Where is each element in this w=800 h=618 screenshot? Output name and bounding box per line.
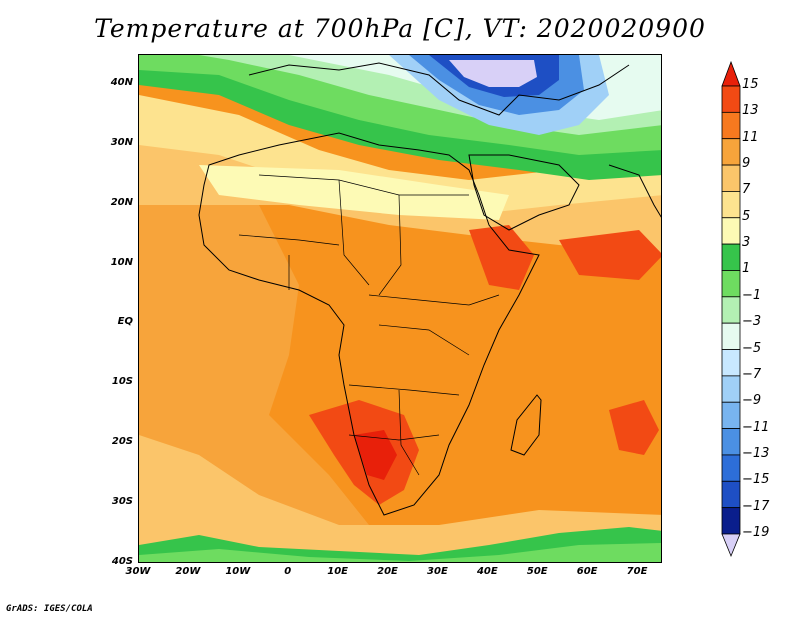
colorbar-level-label: 9 [742, 156, 751, 172]
lat-tick-label: 10S [111, 376, 133, 388]
map-title: Temperature at 700hPa [C], VT: 202002090… [94, 14, 706, 43]
field-sahara-yellow [199, 165, 509, 220]
colorbar-box [721, 375, 741, 403]
colorbar-level-label: −3 [742, 314, 762, 330]
arabia-coastline [468, 154, 580, 231]
lon-tick-label: 10W [225, 566, 251, 577]
border-line [258, 174, 469, 196]
colorbar-box [721, 401, 741, 429]
border-line [368, 294, 500, 306]
country-borders [238, 174, 500, 476]
field-hot-ethiopia [469, 225, 534, 290]
colorbar-level-label: 5 [742, 208, 751, 224]
lon-tick-label: 20E [377, 566, 398, 577]
lon-tick-label: 50E [526, 566, 548, 577]
field-atlantic-light [139, 155, 661, 562]
lat-tick-label: EQ [117, 316, 133, 328]
colorbar-box [721, 217, 741, 245]
colorbar-box [721, 480, 741, 509]
colorbar-level-label: 13 [742, 103, 759, 119]
colorbar-box [721, 191, 741, 219]
coastlines [198, 62, 661, 516]
colorbar-bottom-triangle [721, 533, 741, 558]
colorbar-box [721, 138, 741, 166]
colorbar-level-label: −19 [742, 525, 770, 540]
colorbar-level-label: −9 [742, 393, 762, 409]
colorbar-level-label: −1 [742, 287, 762, 303]
lon-tick-label: 70E [626, 566, 648, 577]
colorbar-level-label: 11 [742, 129, 759, 145]
colorbar-box [721, 507, 741, 535]
field-cold-core [449, 60, 537, 87]
lat-tick-label: 10N [110, 256, 133, 268]
lon-tick-label: 60E [576, 566, 598, 577]
colorbar-level-label: −17 [742, 498, 770, 514]
lat-tick-label: 40N [110, 76, 133, 88]
lat-tick-label: 30N [110, 136, 133, 148]
lat-tick-label: 40S [111, 556, 133, 567]
border-line [348, 434, 440, 441]
colorbar-level-label: 1 [742, 261, 751, 277]
map-plot-area [138, 54, 662, 563]
lon-tick-label: 20W [175, 566, 201, 577]
border-line [378, 324, 470, 356]
colorbar-level-label: −13 [742, 445, 770, 461]
madagascar-coastline [510, 394, 542, 456]
lon-tick-label: 0 [284, 566, 292, 577]
colorbar-level-label: −5 [742, 340, 762, 356]
colorbar-top-triangle [721, 60, 741, 87]
europe-coastline [248, 62, 630, 116]
colorbar-level-label: −11 [742, 419, 770, 435]
field-south-lightgreen [139, 543, 661, 562]
lat-tick-label: 20S [111, 436, 133, 448]
border-line [338, 179, 370, 286]
colorbar-level-label: 3 [742, 235, 751, 251]
colorbar-box [721, 243, 741, 271]
india-coastline [608, 164, 661, 218]
credit-text: GrADS: IGES/COLA [6, 604, 93, 614]
field-hot-arabian-sea [559, 230, 661, 280]
colorbar-box [721, 85, 741, 113]
lon-tick-label: 30E [427, 566, 448, 577]
colorbar-level-label: 15 [742, 77, 759, 92]
border-line [398, 389, 420, 476]
field-hot-core [354, 430, 397, 480]
colorbar-level-label: −15 [742, 472, 770, 488]
border-line [348, 384, 460, 396]
africa-coastline [198, 132, 540, 516]
lon-tick-label: 10E [327, 566, 348, 577]
colorbar-box [721, 428, 741, 456]
colorbar-box [721, 322, 741, 350]
lat-tick-label: 30S [111, 496, 133, 508]
field-north-pale [139, 115, 661, 255]
colorbar-box [721, 349, 741, 377]
colorbar-box [721, 164, 741, 192]
field-south-pale [139, 435, 661, 562]
colorbar-box [721, 454, 741, 482]
field-hot-indian-ocean [609, 400, 659, 455]
lon-tick-label: 40E [476, 566, 498, 577]
lat-tick-label: 20N [110, 196, 133, 208]
lon-tick-label: 30W [125, 566, 151, 577]
colorbar-box [721, 296, 741, 324]
border-line [238, 234, 340, 246]
temperature-field-map [139, 55, 661, 562]
field-north-yellow [139, 95, 661, 215]
colorbar-box [721, 270, 741, 298]
border-line [378, 194, 402, 296]
colorbar-level-label: −7 [742, 366, 762, 382]
colorbar-box [721, 111, 741, 140]
colorbar-level-label: 7 [742, 182, 751, 198]
